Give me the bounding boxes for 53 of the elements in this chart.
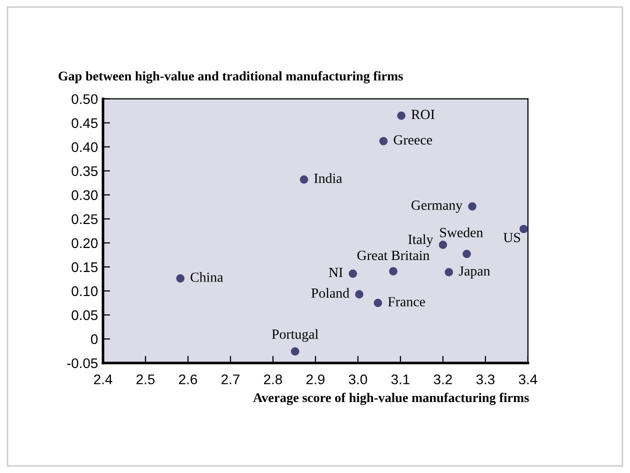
point bbox=[374, 298, 382, 308]
point bbox=[300, 175, 308, 184]
annotation: Sweden bbox=[440, 227, 483, 238]
point bbox=[468, 202, 476, 211]
annotation: Italy bbox=[408, 234, 434, 247]
annotation: Germany bbox=[411, 200, 462, 213]
point bbox=[462, 250, 471, 258]
point bbox=[355, 290, 364, 298]
annotation: NI bbox=[328, 268, 343, 277]
y-tick-label: -0.05 bbox=[67, 358, 98, 368]
point bbox=[444, 268, 454, 276]
x-tick-label: 3.3 bbox=[476, 374, 494, 384]
annotation: Poland bbox=[311, 288, 350, 298]
x-tick-label: 2.9 bbox=[306, 374, 324, 384]
y-tick-label: 0.20 bbox=[72, 238, 98, 248]
annotation: Great Britain bbox=[357, 250, 430, 260]
point bbox=[176, 274, 185, 283]
y-tick-label: 0.25 bbox=[72, 214, 98, 224]
x-tick-label: 3.1 bbox=[391, 374, 410, 384]
point bbox=[389, 267, 398, 276]
point bbox=[348, 269, 358, 278]
point bbox=[397, 112, 406, 120]
x-tick-label: 2.4 bbox=[94, 374, 112, 384]
y-tick-label: 0.15 bbox=[72, 262, 98, 272]
y-tick-label: 0.45 bbox=[72, 118, 98, 128]
x-tick-label: 2.7 bbox=[222, 374, 240, 384]
annotation: France bbox=[388, 297, 425, 306]
y-tick-label: 0.30 bbox=[72, 190, 98, 200]
x-tick-label: 2.6 bbox=[179, 374, 198, 384]
annotation: ROI bbox=[411, 110, 434, 120]
annotation: Greece bbox=[394, 135, 432, 145]
x-tick-label: 3.0 bbox=[348, 374, 368, 384]
point bbox=[290, 347, 300, 356]
point bbox=[379, 136, 388, 146]
y-tick-label: 0.50 bbox=[72, 94, 98, 104]
y-tick-label: 0.40 bbox=[72, 142, 98, 152]
x-tick-label: 3.4 bbox=[518, 374, 538, 384]
y-tick-label: 0.05 bbox=[72, 310, 98, 320]
annotation: Japan bbox=[458, 266, 490, 279]
point bbox=[520, 224, 528, 234]
y-tick-label: 0 bbox=[90, 334, 98, 344]
x-tick-label: 3.2 bbox=[434, 374, 452, 384]
annotation: India bbox=[314, 173, 342, 184]
annotation: US bbox=[503, 232, 520, 242]
x-axis-title: Average score of high-value manufacturing firms bbox=[253, 392, 529, 405]
x-tick-label: 2.8 bbox=[264, 374, 282, 384]
y-tick-label: 0.10 bbox=[72, 286, 98, 296]
point bbox=[438, 240, 448, 250]
annotation: Portugal bbox=[272, 329, 318, 342]
x-tick-label: 2.5 bbox=[136, 374, 155, 384]
y-tick-label: 0.35 bbox=[72, 166, 98, 176]
annotation: China bbox=[190, 272, 224, 282]
y-axis-title: Gap between high-value and traditional manufacturing firms bbox=[58, 71, 403, 84]
